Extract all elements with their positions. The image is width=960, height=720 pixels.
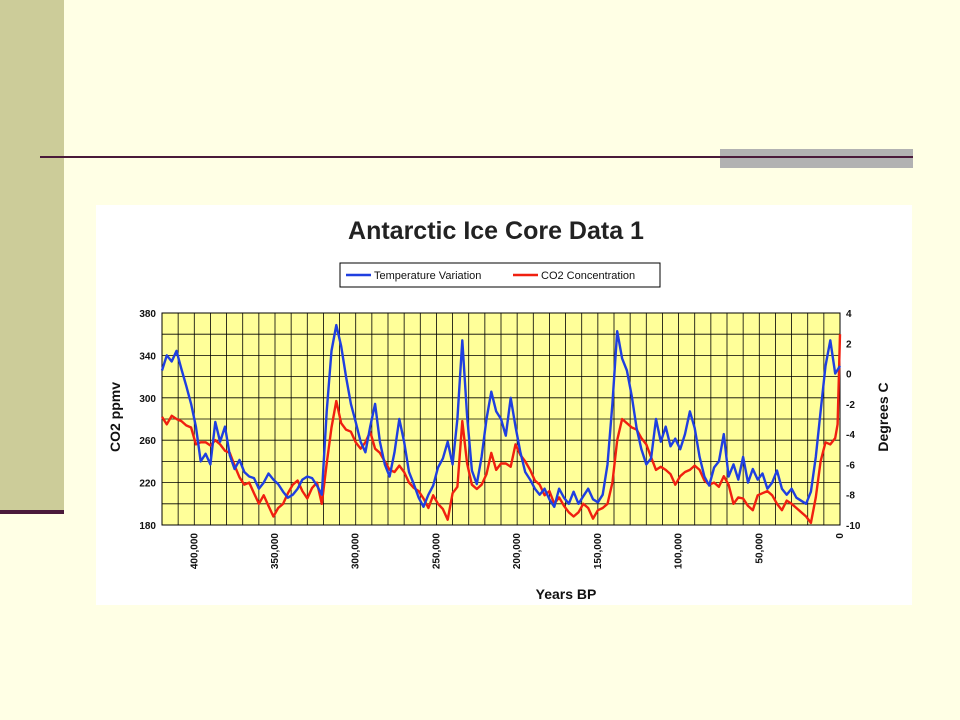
chart-image-frame: Antarctic Ice Core Data 1 Temperature Va…: [96, 205, 912, 605]
y-tick-label-right: -8: [846, 491, 855, 502]
legend-label-temperature: Temperature Variation: [374, 270, 481, 282]
chart-title: Antarctic Ice Core Data 1: [348, 217, 644, 245]
series-layer: [160, 323, 842, 525]
x-tick-label: 150,000: [593, 533, 604, 570]
x-tick-label: 300,000: [351, 533, 362, 570]
y-tick-label-right: -4: [846, 430, 855, 441]
x-tick-label: 200,000: [512, 533, 523, 570]
x-tick-label: 250,000: [431, 533, 442, 570]
title-divider-accent: [720, 149, 913, 168]
x-tick-label: 100,000: [674, 533, 685, 570]
y-axis-title-left: CO2 ppmv: [107, 382, 123, 452]
series-line-temperature: [160, 323, 842, 508]
y-tick-label-right: -2: [846, 400, 855, 411]
left-bar-rule: [0, 510, 64, 514]
tick-labels: 180 220 260 300 340 380 -10 -8 -6 -4 -2 0 2 4 400,000 3…: [139, 309, 861, 569]
y-tick-label-right: -6: [846, 460, 855, 471]
y-tick-label-right: 4: [846, 309, 852, 320]
x-tick-label: 0: [835, 533, 846, 539]
y-tick-label-right: 0: [846, 370, 852, 381]
y-tick-label-left: 380: [139, 309, 156, 320]
x-tick-label: 350,000: [270, 533, 281, 570]
ice-core-chart: Antarctic Ice Core Data 1 Temperature Va…: [107, 217, 891, 602]
legend-box: [339, 262, 661, 288]
y-tick-label-right: -10: [846, 521, 861, 532]
chart-legend: Temperature Variation CO2 Concentration: [339, 262, 661, 288]
y-axis-title-right: Degrees C: [875, 382, 891, 451]
left-decor-bar: [0, 0, 64, 512]
x-tick-label: 50,000: [754, 533, 765, 564]
y-tick-label-left: 180: [139, 521, 156, 532]
x-tick-label: 400,000: [189, 533, 200, 570]
title-divider-rule: [40, 156, 913, 158]
y-tick-label-right: 2: [846, 339, 852, 350]
x-axis-title: Years BP: [536, 586, 597, 602]
series-line-co2: [160, 334, 842, 525]
y-tick-label-left: 340: [139, 351, 156, 362]
y-tick-label-left: 300: [139, 394, 156, 405]
legend-label-co2: CO2 Concentration: [541, 270, 635, 282]
y-tick-label-left: 260: [139, 436, 156, 447]
y-tick-label-left: 220: [139, 479, 156, 490]
